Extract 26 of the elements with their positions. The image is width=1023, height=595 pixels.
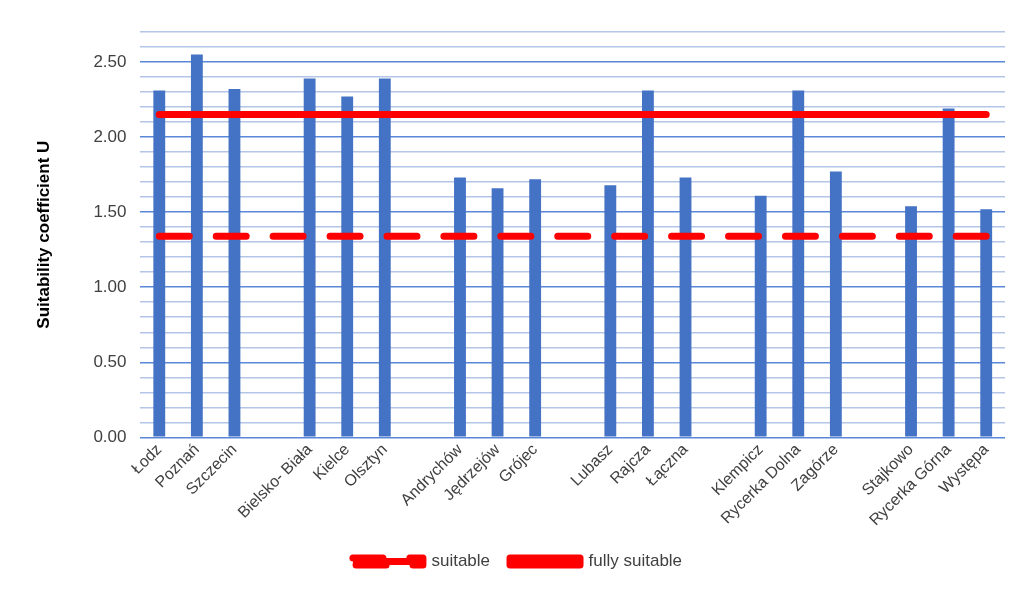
y-tick-label: 2.00 xyxy=(93,126,127,146)
bar xyxy=(679,177,692,437)
y-tick-label: 0.50 xyxy=(93,351,127,371)
legend-label: fully suitable xyxy=(588,551,683,571)
bar xyxy=(454,177,466,437)
bar xyxy=(642,90,654,437)
bar xyxy=(829,171,842,437)
bar xyxy=(303,78,316,437)
bar xyxy=(341,96,354,437)
y-tick-label: 2.50 xyxy=(93,51,127,71)
bar xyxy=(604,185,617,437)
bar xyxy=(980,209,993,437)
bar xyxy=(378,78,391,437)
y-tick-label: 1.00 xyxy=(93,276,127,296)
y-axis-title: Suitability coefficient U xyxy=(33,140,53,329)
bar xyxy=(153,90,166,437)
bar xyxy=(792,90,805,437)
bar xyxy=(491,188,504,437)
bar xyxy=(942,108,955,437)
bar xyxy=(905,206,917,437)
bar xyxy=(190,54,203,437)
y-tick-label: 0.00 xyxy=(93,427,127,447)
bar xyxy=(754,195,767,437)
bar xyxy=(529,179,542,437)
y-tick-label: 1.50 xyxy=(93,201,127,221)
legend-label: suitable xyxy=(431,551,491,571)
